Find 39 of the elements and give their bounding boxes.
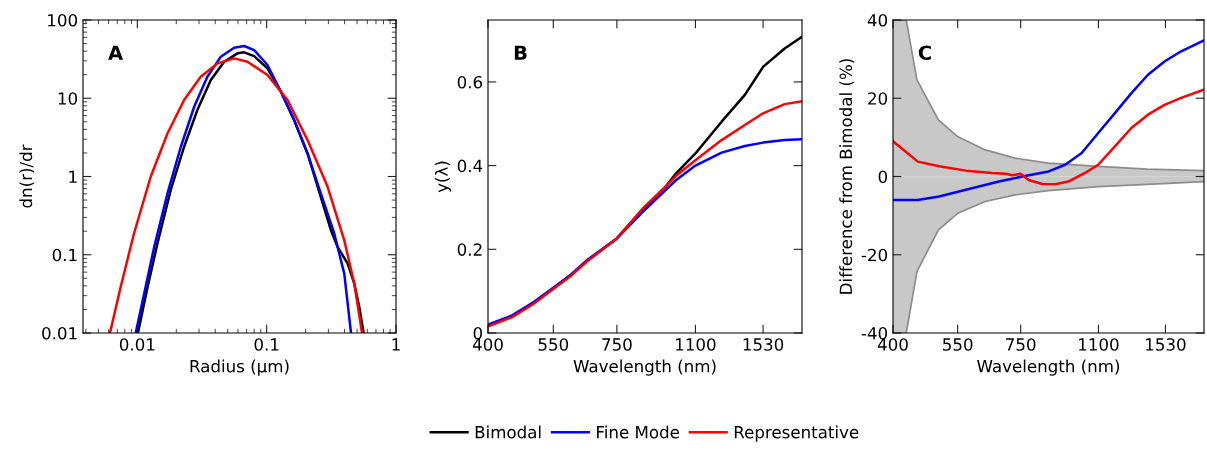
y-tick-label: 0 (878, 170, 888, 184)
x-tick-label: 550 (538, 338, 569, 351)
x-tick-label: 1 (392, 338, 400, 351)
annotation: C (918, 45, 931, 61)
x-tick-label: 1100 (676, 338, 716, 351)
legend-label: Bimodal (475, 425, 541, 439)
annotation: A (108, 45, 123, 60)
annotation: B (514, 45, 527, 60)
y-tick-label: 0.1 (52, 248, 77, 262)
legend-label: Representative (734, 425, 859, 442)
y-axis-title: y(λ) (434, 161, 452, 193)
x-tick-label: 400 (877, 338, 908, 351)
y-tick-label: 0 (473, 326, 483, 340)
x-tick-label: 750 (602, 338, 632, 351)
x-tick-label: 1100 (1079, 338, 1119, 351)
y-tick-label: 0.01 (42, 326, 77, 340)
x-tick-label: 1530 (743, 338, 784, 351)
y-tick-label: 40 (867, 13, 888, 27)
x-tick-label: 550 (943, 338, 973, 351)
y-tick-label: 0.6 (457, 75, 483, 89)
y-tick-label: 0.2 (457, 243, 482, 256)
y-tick-label: 0.4 (457, 159, 483, 173)
y-axis-title: dn(r)/dr (19, 144, 35, 208)
x-axis-title: Wavelength (nm) (573, 359, 716, 376)
y-tick-label: 1 (69, 170, 77, 183)
y-tick-label: -20 (861, 248, 888, 262)
y-tick-label: 20 (868, 92, 888, 105)
x-axis-title: Radius (µm) (190, 359, 289, 376)
legend-label: Fine Mode (597, 425, 680, 439)
y-tick-label: 100 (48, 13, 78, 27)
x-tick-label: 750 (1006, 338, 1036, 351)
y-axis-title: Difference from Bimodal (%) (839, 59, 855, 294)
x-tick-label: 0.01 (119, 338, 155, 351)
x-tick-label: 0.1 (254, 338, 279, 351)
x-axis-title: Wavelength (nm) (977, 359, 1120, 376)
y-tick-label: 10 (58, 92, 78, 105)
x-tick-label: 1530 (1146, 338, 1186, 351)
y-tick-label: -40 (861, 326, 888, 340)
x-tick-label: 400 (472, 338, 503, 351)
